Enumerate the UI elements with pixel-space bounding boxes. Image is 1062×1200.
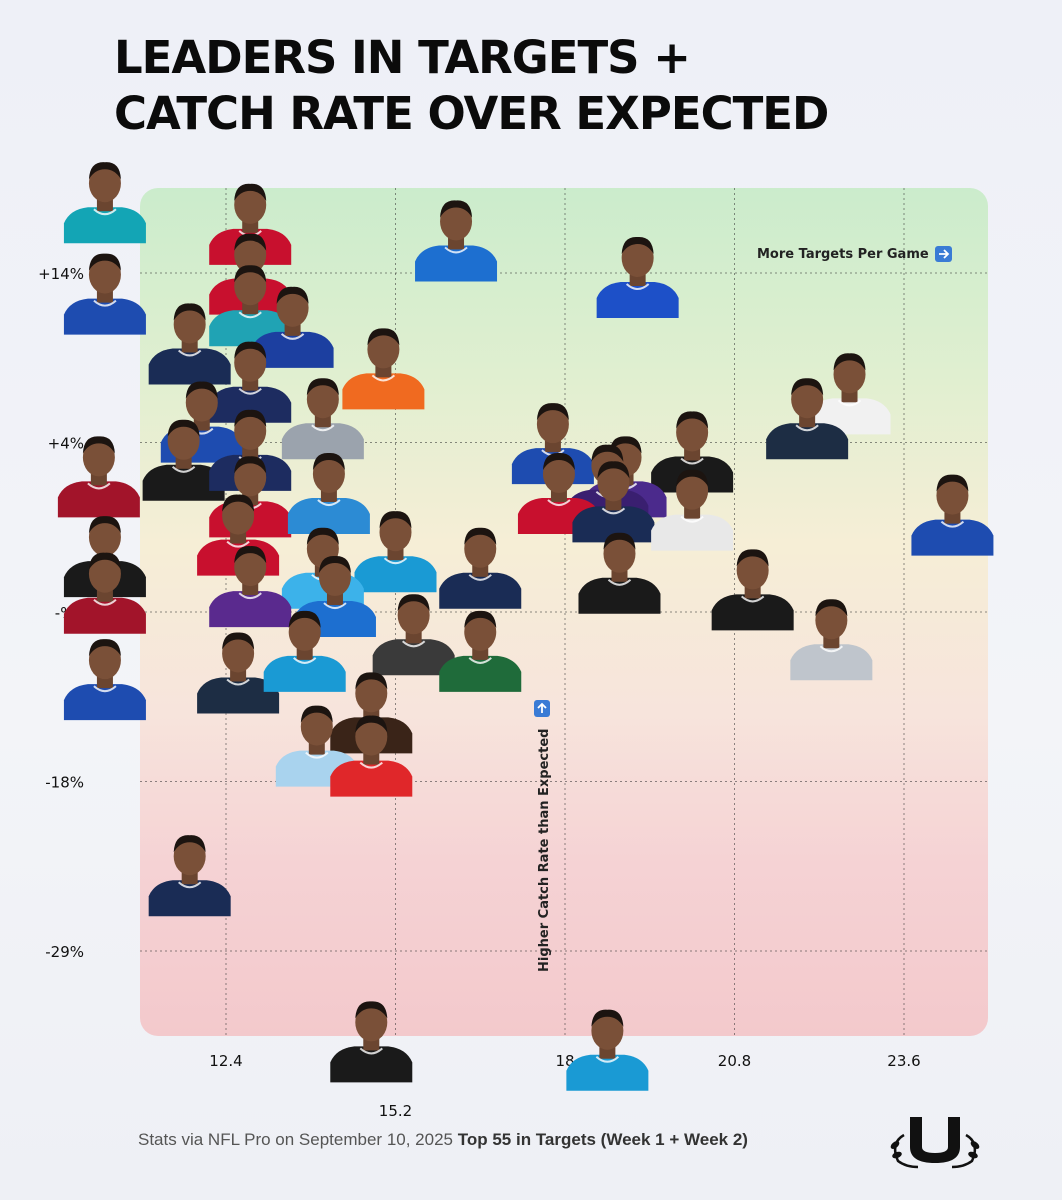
player-headshot-point [57,436,140,518]
player-headshot-point [342,328,425,410]
player-headshot-point [148,303,231,385]
player-headshot-point [766,378,849,460]
footer-source: Stats via NFL Pro on September 10, 2025 [138,1130,453,1149]
brand-logo-icon [890,1117,980,1169]
player-headshot-point [251,286,334,368]
player-headshot-point [197,632,280,714]
x-tick-label: 23.6 [887,1052,920,1070]
y-tick-label: +14% [38,265,84,283]
player-headshot-point [330,715,413,797]
footer: Stats via NFL Pro on September 10, 2025 … [138,1130,748,1150]
x-tick-label: 20.8 [718,1052,751,1070]
chart-title: LEADERS IN TARGETS + CATCH RATE OVER EXP… [114,30,1014,142]
point-layer [57,162,994,1091]
player-headshot-point [439,610,522,692]
player-headshot-point [566,1009,649,1091]
y-tick-label: +4% [48,435,84,453]
x-tick-label: 12.4 [209,1052,242,1070]
chart-title-line-2: CATCH RATE OVER EXPECTED [114,87,829,140]
chart-title-line-1: LEADERS IN TARGETS + [114,31,691,84]
player-headshot-point [287,452,370,535]
y-axis-label: Higher Catch Rate than Expected [537,729,552,972]
player-headshot-point [63,253,146,335]
player-headshot-point [711,549,794,631]
player-headshot-point [209,341,292,423]
player-headshot-point [578,532,661,614]
player-headshot-point [790,599,873,681]
player-headshot-point [63,552,146,634]
player-headshot-point [439,527,522,609]
player-headshot-point [596,236,679,318]
player-headshot-point [209,546,292,628]
player-headshot-point [63,639,146,721]
player-headshot-point [263,610,346,692]
player-headshot-point [911,474,994,556]
player-headshot-point [148,835,231,917]
player-headshot-point [330,1001,413,1083]
player-headshot-point [354,511,437,593]
player-headshot-point [651,469,734,551]
y-tick-label: -18% [45,774,84,792]
player-headshot-point [63,162,146,244]
footer-subset: Top 55 in Targets (Week 1 + Week 2) [457,1130,748,1149]
player-headshot-point [415,200,498,282]
annotation-layer: More Targets Per Game Higher Catch Rate … [534,246,952,972]
player-headshot-point [372,594,455,676]
player-headshot-point [572,461,655,543]
x-tick-label: 15.2 [379,1102,412,1120]
y-tick-label: -29% [45,943,84,961]
up-arrow-icon [534,700,550,717]
player-headshot-point [281,378,364,460]
right-arrow-icon [935,246,952,262]
player-headshot-point [142,419,225,501]
x-axis-label: More Targets Per Game [757,247,929,262]
